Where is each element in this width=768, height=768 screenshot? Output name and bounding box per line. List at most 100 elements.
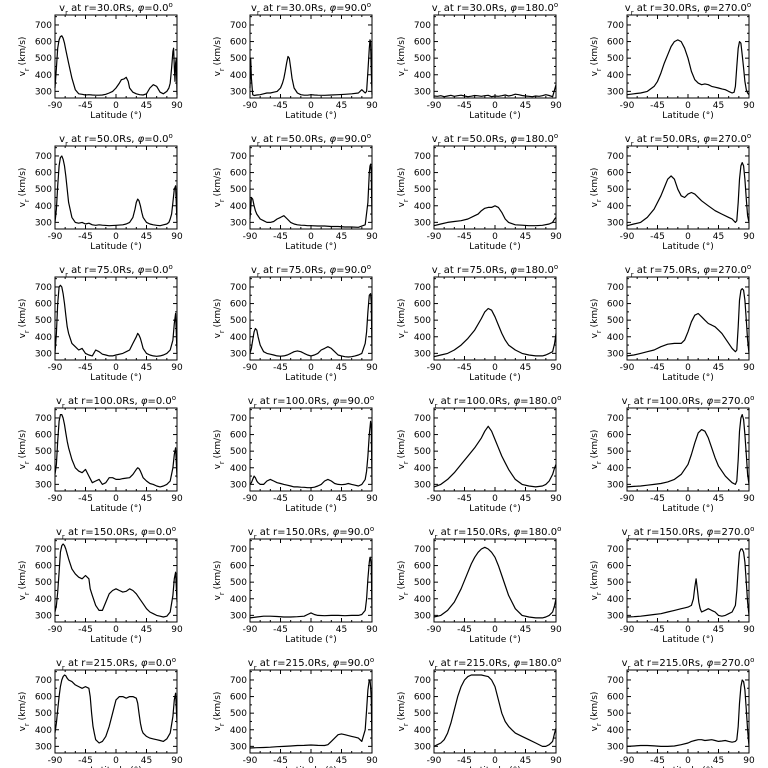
x-tick-label: 45: [520, 101, 531, 111]
x-tick-label: -90: [243, 363, 258, 373]
x-tick-label: 0: [492, 363, 498, 373]
x-tick-label: -45: [78, 494, 93, 504]
panel: vr at r=30.0Rs, φ=270.0o -90 -45 0 45 90 300 40…: [590, 1, 755, 121]
series-line: [626, 288, 750, 357]
y-tick-label: 700: [35, 21, 52, 31]
y-tick-label: 300: [414, 611, 431, 621]
plot-frame: [433, 669, 557, 754]
x-tick-label: -45: [457, 756, 472, 766]
y-tick-label: 700: [35, 414, 52, 424]
x-tick-label: 45: [141, 625, 152, 635]
y-tick-label: 300: [35, 480, 52, 490]
panel: vr at r=50.0Rs, φ=180.0o -90 -45 0 45 90 300 40…: [397, 132, 562, 252]
x-tick-label: -45: [78, 756, 93, 766]
x-tick-label: 45: [336, 756, 347, 766]
x-tick-label: 0: [492, 101, 498, 111]
x-tick-label: 90: [743, 625, 755, 635]
y-axis-label: vr (km/s): [397, 299, 410, 339]
panel: vr at r=150.0Rs, φ=90.0o -90 -45 0 45 90 300 40…: [213, 525, 378, 645]
panel-title: vr at r=215.0Rs, φ=180.0o: [429, 656, 562, 672]
y-tick-label: 600: [230, 169, 247, 179]
panel-title: vr at r=75.0Rs, φ=0.0o: [59, 263, 173, 279]
panel: vr at r=75.0Rs, φ=0.0o -90 -45 0 45 90 300 400 5…: [18, 263, 183, 383]
y-tick-label: 700: [230, 152, 247, 162]
series-line: [249, 556, 373, 619]
y-tick-label: 600: [35, 300, 52, 310]
y-axis-label: vr (km/s): [213, 561, 226, 601]
x-axis-label: Latitude (°): [469, 373, 520, 383]
x-tick-label: 45: [520, 232, 531, 242]
y-tick-label: 500: [35, 316, 52, 326]
series-line: [54, 414, 178, 488]
y-tick-label: 300: [607, 480, 624, 490]
x-tick-label: 0: [492, 756, 498, 766]
series-line: [626, 414, 750, 488]
panel-title: vr at r=30.0Rs, φ=0.0o: [59, 1, 173, 17]
x-tick-label: 0: [113, 363, 119, 373]
series-line: [249, 679, 373, 749]
x-tick-label: 0: [492, 232, 498, 242]
plot-frame: [54, 407, 178, 492]
y-tick-label: 400: [230, 595, 247, 605]
y-tick-label: 400: [607, 202, 624, 212]
x-tick-label: 0: [685, 363, 691, 373]
x-axis-label: Latitude (°): [90, 111, 141, 121]
x-axis-label: Latitude (°): [469, 504, 520, 514]
x-tick-label: 90: [171, 232, 183, 242]
y-tick-label: 700: [414, 283, 431, 293]
series-line: [249, 293, 373, 358]
x-axis-label: Latitude (°): [90, 242, 141, 252]
y-tick-label: 400: [230, 333, 247, 343]
y-tick-label: 300: [414, 87, 431, 97]
y-axis-label: vr (km/s): [590, 168, 603, 208]
y-tick-label: 700: [230, 21, 247, 31]
y-tick-label: 600: [607, 431, 624, 441]
x-tick-label: 90: [366, 756, 378, 766]
panel: vr at r=150.0Rs, φ=0.0o -90 -45 0 45 90 300 400…: [18, 525, 183, 645]
panel-title: vr at r=100.0Rs, φ=0.0o: [56, 394, 176, 410]
panel: vr at r=50.0Rs, φ=0.0o -90 -45 0 45 90 300 400 5…: [18, 132, 183, 252]
y-tick-label: 400: [607, 726, 624, 736]
y-axis-label: vr (km/s): [18, 430, 31, 470]
y-tick-label: 600: [607, 693, 624, 703]
y-tick-label: 300: [35, 349, 52, 359]
series-line: [626, 548, 750, 618]
panel-title: vr at r=215.0Rs, φ=270.0o: [622, 656, 755, 672]
x-tick-label: 90: [550, 625, 562, 635]
panel-title: vr at r=215.0Rs, φ=0.0o: [56, 656, 176, 672]
panel: vr at r=215.0Rs, φ=90.0o -90 -45 0 45 90 300 40…: [213, 656, 378, 768]
x-tick-label: -45: [650, 494, 665, 504]
y-tick-label: 400: [414, 202, 431, 212]
x-tick-label: -45: [457, 494, 472, 504]
y-tick-label: 300: [230, 218, 247, 228]
y-tick-label: 400: [35, 464, 52, 474]
series-line: [433, 546, 557, 619]
series-line: [626, 162, 750, 227]
panel: vr at r=75.0Rs, φ=180.0o -90 -45 0 45 90 300 40…: [397, 263, 562, 383]
x-tick-label: 90: [743, 232, 755, 242]
panel: vr at r=30.0Rs, φ=0.0o -90 -45 0 45 90 300 400 5…: [18, 1, 183, 121]
x-tick-label: 90: [171, 101, 183, 111]
x-tick-label: -90: [427, 232, 442, 242]
panel-title: vr at r=50.0Rs, φ=90.0o: [251, 132, 371, 148]
x-tick-label: 45: [713, 363, 724, 373]
series-line: [433, 307, 557, 358]
panel: vr at r=150.0Rs, φ=180.0o -90 -45 0 45 90 300 4…: [397, 525, 562, 645]
x-axis-label: Latitude (°): [285, 766, 336, 768]
x-tick-label: 0: [113, 232, 119, 242]
series-line: [433, 84, 557, 98]
x-tick-label: 45: [713, 494, 724, 504]
y-tick-label: 400: [230, 464, 247, 474]
y-axis-label: vr (km/s): [590, 37, 603, 77]
x-tick-label: -90: [427, 101, 442, 111]
x-tick-label: -45: [78, 101, 93, 111]
x-tick-label: 45: [520, 756, 531, 766]
y-tick-label: 300: [607, 218, 624, 228]
y-tick-label: 700: [414, 676, 431, 686]
series-line: [54, 284, 178, 357]
y-tick-label: 400: [607, 464, 624, 474]
x-tick-label: -45: [457, 363, 472, 373]
plot-frame: [433, 407, 557, 492]
y-axis-label: vr (km/s): [18, 692, 31, 732]
y-tick-label: 300: [230, 87, 247, 97]
